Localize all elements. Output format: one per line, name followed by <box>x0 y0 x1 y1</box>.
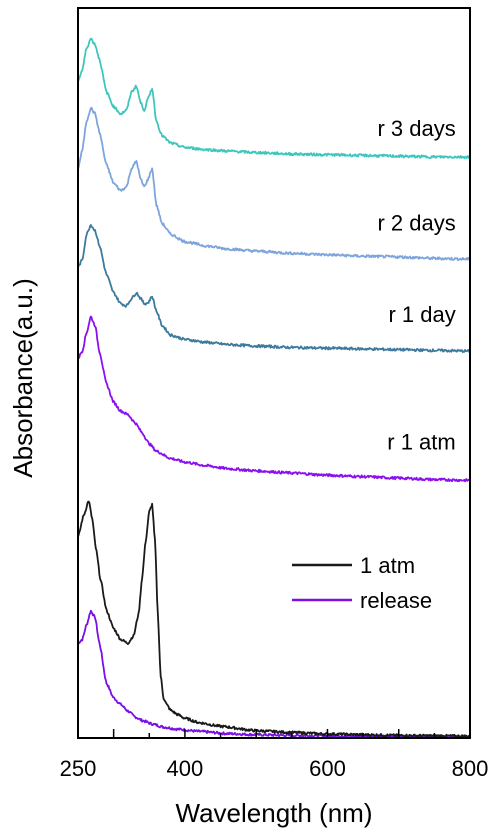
curve-label-r-1-atm: r 1 atm <box>387 430 455 455</box>
series-r-1-atm-line <box>77 315 471 483</box>
curve-label-r-2-days: r 2 days <box>377 211 455 236</box>
x-tick-label: 800 <box>452 756 489 781</box>
x-tick-label: 400 <box>167 756 204 781</box>
legend-label-release: release <box>360 588 432 613</box>
series-release-line <box>77 609 471 739</box>
legend: 1 atm release <box>292 553 432 613</box>
x-tick-label: 600 <box>309 756 346 781</box>
x-tick-label: 250 <box>60 756 97 781</box>
series-r-2-days-line <box>77 106 471 262</box>
curves-layer <box>77 37 471 739</box>
legend-label-1-atm: 1 atm <box>360 553 415 578</box>
curve-label-r-3-days: r 3 days <box>377 116 455 141</box>
tick-labels-layer: 250 400 600 800 <box>60 756 489 781</box>
curve-label-r-1-day: r 1 day <box>388 302 455 327</box>
series-r-3-days-line <box>77 37 471 160</box>
curve-labels-layer: r 3 days r 2 days r 1 day r 1 atm <box>377 116 455 455</box>
series-r-1-day-line <box>77 224 471 354</box>
plot-frame <box>77 7 471 739</box>
series-1-atm-line <box>77 500 471 739</box>
x-axis-title: Wavelength (nm) <box>176 798 373 828</box>
y-axis-title: Absorbance(a.u.) <box>8 278 38 477</box>
ticks-layer <box>112 729 436 738</box>
